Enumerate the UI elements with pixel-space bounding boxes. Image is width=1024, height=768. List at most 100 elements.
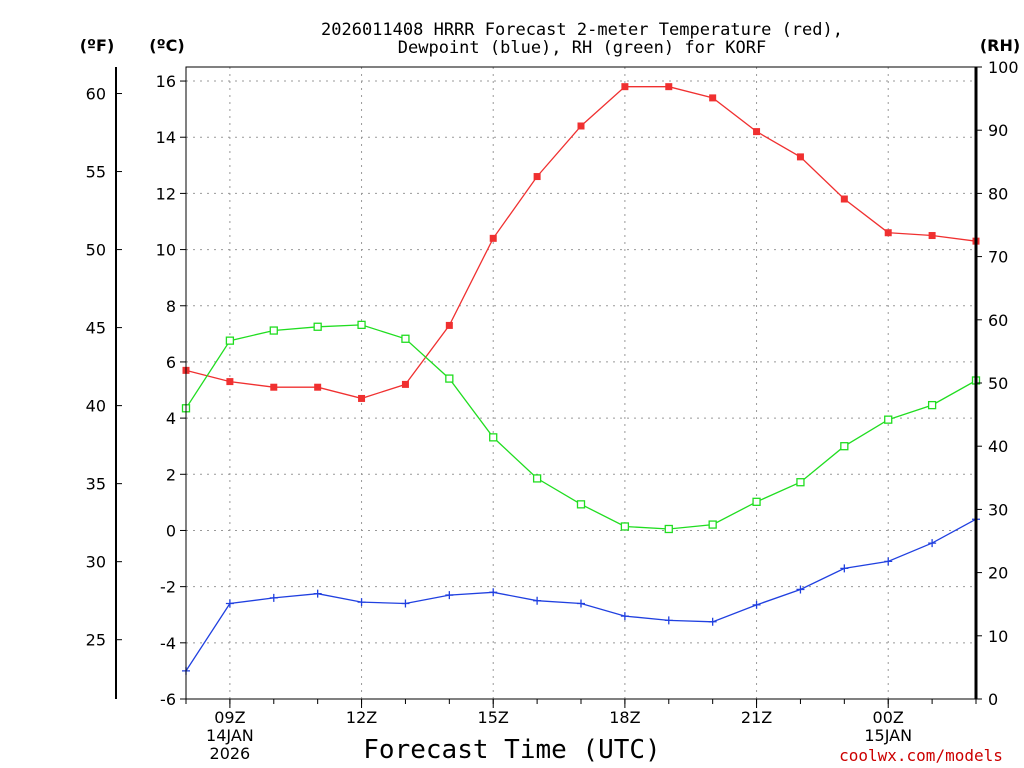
- temperature-point: [840, 195, 848, 203]
- temperature-point: [621, 83, 629, 91]
- time-tick-label: 15Z: [478, 708, 509, 727]
- fahrenheit-tick-label: 55: [86, 163, 106, 182]
- rh-tick-label: 80: [988, 184, 1008, 203]
- rh-point: [313, 322, 322, 331]
- dewpoint-point: [928, 539, 937, 548]
- fahrenheit-tick-label: 35: [86, 475, 106, 494]
- fahrenheit-unit-label: (ºF): [80, 36, 115, 55]
- temperature-line: [185, 86, 977, 400]
- celsius-tick-label: -6: [160, 690, 176, 709]
- rh-point: [401, 334, 410, 343]
- temperature-point: [796, 153, 804, 161]
- dewpoint-point: [620, 612, 629, 621]
- rh-point: [357, 320, 366, 330]
- credit-text: coolwx.com/models: [839, 746, 1003, 765]
- date-tick-label: 14JAN: [206, 726, 254, 745]
- celsius-axis: 16 14 12 10 8 6 4 2 0 -2 -4 -6: [156, 72, 186, 709]
- celsius-tick-label: 12: [156, 184, 176, 203]
- time-tick-label: 12Z: [346, 708, 377, 727]
- celsius-tick-label: 0: [166, 521, 176, 540]
- dewpoint-point: [489, 588, 498, 597]
- celsius-tick-label: -4: [160, 634, 176, 653]
- rh-tick-label: 100: [988, 58, 1019, 77]
- temperature-point: [577, 122, 585, 130]
- celsius-tick-label: 8: [166, 297, 176, 316]
- rh-point: [927, 400, 937, 410]
- date-tick-label: 15JAN: [864, 726, 912, 745]
- rh-point: [708, 520, 717, 529]
- data-series: [181, 83, 981, 675]
- rh-tick-label: 20: [988, 564, 1008, 583]
- celsius-tick-label: 2: [166, 465, 176, 484]
- celsius-tick-label: 16: [156, 72, 176, 91]
- dewpoint-line: [185, 518, 977, 672]
- rh-point: [445, 374, 454, 383]
- dewpoint-point: [577, 599, 585, 608]
- temperature-point: [489, 234, 497, 242]
- temperature-point: [533, 173, 541, 181]
- rh-tick-label: 40: [988, 437, 1008, 456]
- rh-point: [225, 336, 235, 345]
- temperature-point: [928, 232, 936, 240]
- rh-point: [269, 326, 278, 335]
- rh-tick-label: 60: [988, 311, 1008, 330]
- rh-point: [532, 474, 542, 483]
- dewpoint-point: [796, 585, 805, 594]
- celsius-tick-label: 10: [156, 241, 176, 260]
- temperature-point: [401, 380, 409, 388]
- fahrenheit-tick-label: 45: [86, 319, 106, 338]
- dewpoint-point: [884, 557, 893, 566]
- fahrenheit-tick-label: 30: [86, 553, 106, 572]
- temperature-point: [226, 378, 234, 386]
- rh-point: [884, 415, 893, 424]
- rh-line: [185, 324, 977, 530]
- dewpoint-point: [357, 598, 366, 607]
- fahrenheit-axis: 60 55 50 45 40 35 30 25: [86, 85, 122, 650]
- temperature-point: [709, 94, 717, 102]
- dewpoint-point: [445, 591, 454, 600]
- temperature-point: [445, 321, 453, 329]
- celsius-unit-label: (ºC): [149, 36, 184, 55]
- fahrenheit-tick-label: 25: [86, 631, 106, 650]
- temperature-point: [358, 394, 366, 402]
- rh-tick-label: 70: [988, 248, 1008, 267]
- temperature-point: [270, 383, 278, 391]
- time-tick-label: 00Z: [873, 708, 904, 727]
- series-dewpoint: [182, 515, 980, 675]
- series-temperature: [182, 83, 980, 402]
- x-axis-label: Forecast Time (UTC): [363, 735, 660, 765]
- dewpoint-point: [225, 599, 234, 608]
- fahrenheit-tick-label: 60: [86, 85, 106, 104]
- temperature-point: [753, 128, 761, 136]
- celsius-tick-label: -2: [160, 578, 176, 597]
- series-rh: [181, 320, 981, 534]
- rh-tick-label: 30: [988, 500, 1008, 519]
- rh-unit-label: (RH): [980, 36, 1020, 55]
- temperature-point: [665, 83, 673, 91]
- dewpoint-point: [840, 564, 849, 573]
- rh-tick-label: 10: [988, 627, 1008, 646]
- rh-point: [576, 500, 586, 509]
- rh-point: [620, 522, 630, 531]
- time-tick-label: 18Z: [609, 708, 640, 727]
- dewpoint-point: [664, 616, 673, 625]
- dewpoint-point: [313, 589, 322, 598]
- time-tick-label: 21Z: [741, 708, 772, 727]
- temperature-point: [314, 383, 322, 391]
- rh-point: [664, 524, 673, 534]
- rh-point: [489, 433, 498, 442]
- celsius-tick-label: 14: [156, 128, 176, 147]
- dewpoint-point: [269, 593, 278, 602]
- dewpoint-point: [401, 599, 410, 608]
- time-tick-label: 09Z: [214, 708, 245, 727]
- rh-point: [752, 497, 761, 506]
- dewpoint-point: [708, 617, 717, 626]
- celsius-tick-label: 4: [166, 409, 176, 428]
- dewpoint-point: [752, 600, 761, 609]
- year-tick-label: 2026: [210, 744, 251, 763]
- chart-title-line-1: 2026011408 HRRR Forecast 2-meter Tempera…: [321, 20, 843, 40]
- rh-point: [840, 442, 849, 451]
- celsius-tick-label: 6: [166, 353, 176, 372]
